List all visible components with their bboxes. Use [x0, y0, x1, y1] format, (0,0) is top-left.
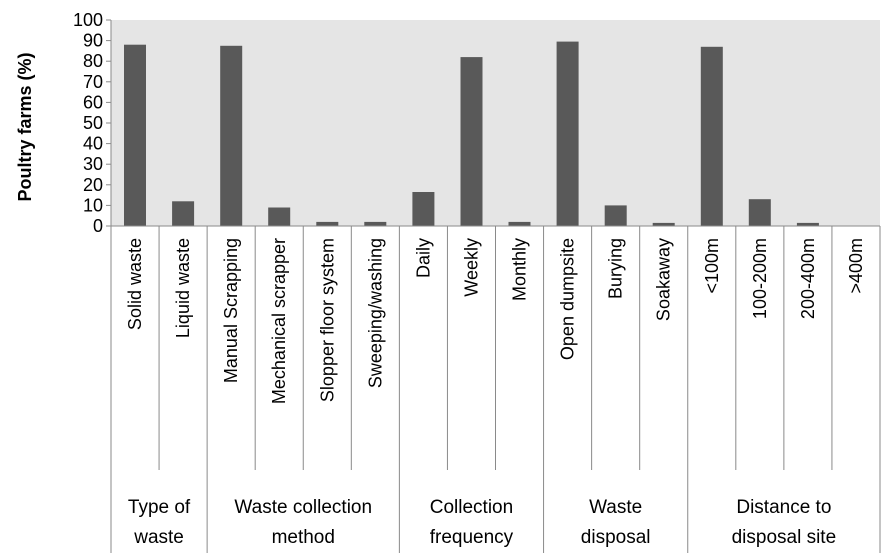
bar — [604, 205, 627, 226]
bar — [124, 44, 146, 227]
y-tick-label: 60 — [83, 92, 103, 112]
y-tick-label: 0 — [93, 216, 103, 236]
x-tick-label: Solid waste — [125, 238, 145, 330]
bar — [220, 45, 243, 227]
x-tick-label: 100-200m — [750, 238, 770, 319]
bar — [316, 221, 339, 226]
bar — [748, 199, 771, 226]
y-tick-label: 10 — [83, 195, 103, 215]
group-label: Type of waste — [128, 497, 191, 548]
bar — [652, 222, 675, 226]
group-label: Collection frequency — [430, 497, 514, 548]
y-tick-label: 40 — [83, 134, 103, 154]
y-tick-label: 50 — [83, 113, 103, 133]
y-tick-label: 90 — [83, 31, 103, 51]
x-tick-label: Sweeping/washing — [365, 238, 385, 388]
bar — [460, 57, 483, 226]
y-tick-label: 20 — [83, 175, 103, 195]
x-tick-label: Burying — [606, 238, 626, 299]
x-tick-label: Slopper floor system — [317, 238, 337, 402]
group-label: Waste disposal — [581, 497, 651, 548]
x-tick-label: Liquid waste — [173, 238, 193, 338]
group-label: Distance to disposal site — [732, 497, 837, 548]
x-tick-label: Soakaway — [654, 238, 674, 321]
bar — [556, 41, 579, 226]
y-tick-label: 70 — [83, 72, 103, 92]
x-tick-label: Daily — [413, 238, 433, 278]
x-tick-label: <100m — [702, 238, 722, 294]
x-tick-label: Monthly — [510, 238, 530, 301]
x-tick-label: Mechanical scrapper — [269, 238, 289, 404]
bar — [268, 207, 291, 226]
x-tick-label: 200-400m — [798, 238, 818, 319]
group-label: Waste collection method — [234, 497, 372, 548]
y-tick-label: 30 — [83, 154, 103, 174]
bar — [508, 221, 531, 226]
y-tick-label: 100 — [73, 10, 103, 30]
bar — [796, 222, 819, 226]
y-axis-label: Poultry farms (%) — [15, 52, 35, 201]
bar — [172, 201, 195, 226]
x-tick-label: Weekly — [461, 238, 481, 297]
x-tick-label: Open dumpsite — [558, 238, 578, 360]
bar — [364, 221, 387, 226]
x-tick-label: Manual Scrapping — [221, 238, 241, 383]
bar — [700, 46, 723, 226]
y-tick-label: 80 — [83, 51, 103, 71]
bar — [412, 192, 435, 226]
x-tick-label: >400m — [846, 238, 866, 294]
